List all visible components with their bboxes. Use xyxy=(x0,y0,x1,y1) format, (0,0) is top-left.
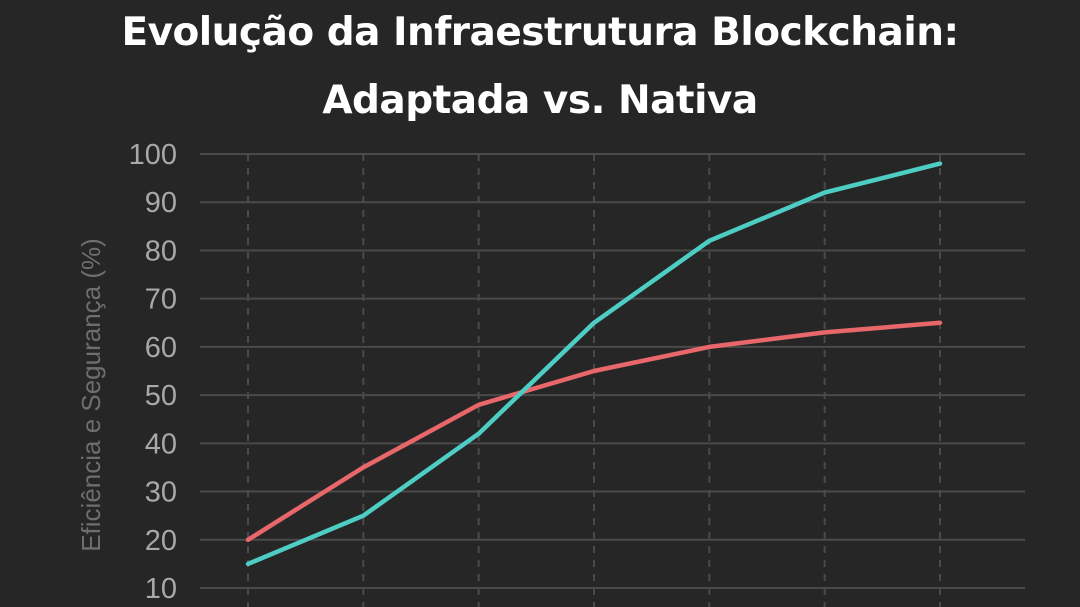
y-tick-label-30: 30 xyxy=(145,477,177,509)
vertical-gridlines xyxy=(247,154,941,607)
y-tick-label-40: 40 xyxy=(145,428,177,460)
y-tick-label-20: 20 xyxy=(145,525,177,557)
y-tick-label-90: 90 xyxy=(145,187,177,219)
y-tick-label-50: 50 xyxy=(145,380,177,412)
chart-title-line-2: Adaptada vs. Nativa xyxy=(322,78,758,123)
series-lines xyxy=(245,161,943,567)
chart-title-line-1: Evolução da Infraestrutura Blockchain: xyxy=(121,10,959,55)
y-tick-label-70: 70 xyxy=(145,284,177,316)
y-tick-label-10: 10 xyxy=(145,573,177,605)
y-axis-tick-labels: 10 20 30 40 50 60 70 80 90 100 xyxy=(129,139,177,605)
horizontal-gridlines xyxy=(200,153,1025,589)
series-line-1 xyxy=(245,161,943,567)
y-tick-label-100: 100 xyxy=(129,139,177,171)
series-line-0 xyxy=(245,320,943,543)
y-axis-label: Eficiência e Segurança (%) xyxy=(76,238,106,552)
y-tick-label-60: 60 xyxy=(145,332,177,364)
y-tick-label-80: 80 xyxy=(145,235,177,267)
